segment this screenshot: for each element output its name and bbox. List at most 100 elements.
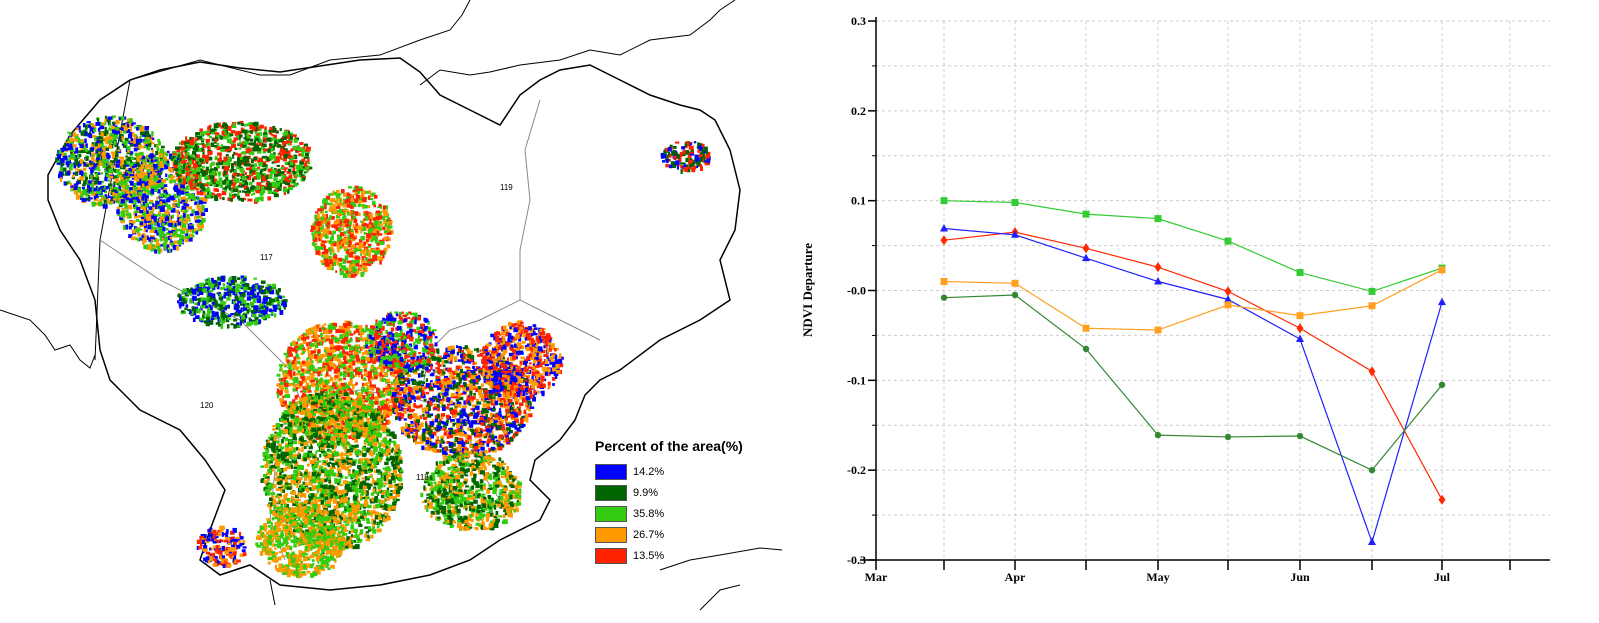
map-pixel — [173, 199, 178, 203]
map-pixel — [368, 229, 373, 234]
map-pixel — [320, 333, 323, 338]
map-pixel — [142, 172, 148, 176]
map-pixel — [195, 156, 200, 161]
map-pixel — [328, 239, 332, 244]
map-pixel — [113, 175, 119, 180]
map-pixel — [241, 319, 245, 323]
map-pixel — [402, 370, 405, 374]
map-pixel — [136, 140, 141, 146]
map-pixel — [343, 209, 348, 212]
map-pixel — [221, 180, 227, 185]
map-pixel — [365, 337, 370, 341]
map-pixel — [242, 151, 247, 154]
map-pixel — [265, 155, 268, 160]
map-pixel — [300, 373, 305, 377]
map-pixel — [296, 366, 299, 369]
map-pixel — [211, 317, 215, 321]
map-pixel — [369, 192, 373, 197]
map-pixel — [158, 227, 163, 232]
map-pixel — [220, 300, 224, 305]
map-pixel — [349, 262, 353, 265]
map-pixel — [254, 168, 259, 171]
map-pixel — [221, 145, 226, 150]
map-pixel — [73, 189, 78, 195]
map-pixel — [368, 376, 371, 382]
map-pixel — [184, 307, 188, 310]
map-pixel — [240, 301, 245, 306]
map-pixel — [229, 141, 234, 145]
map-pixel — [325, 202, 330, 206]
map-pixel — [332, 433, 335, 436]
map-pixel — [244, 123, 247, 127]
map-pixel — [246, 135, 251, 139]
map-pixel — [337, 371, 340, 375]
map-pixel — [207, 169, 210, 174]
map-pixel — [329, 355, 332, 359]
map-pixel — [115, 153, 119, 158]
map-pixel — [358, 225, 363, 231]
map-pixel — [116, 173, 120, 178]
map-pixel — [159, 236, 163, 242]
map-pixel — [266, 301, 270, 306]
map-pixel — [349, 345, 354, 351]
map-pixel — [189, 300, 194, 304]
map-pixel — [190, 287, 193, 291]
map-pixel — [248, 136, 251, 141]
map-pixel — [258, 157, 263, 162]
map-pixel — [107, 164, 112, 170]
map-pixel — [169, 207, 173, 210]
map-pixel — [175, 246, 179, 251]
map-pixel — [262, 297, 266, 301]
map-pixel — [198, 288, 203, 292]
map-pixel — [95, 150, 99, 153]
map-pixel — [311, 232, 315, 236]
map-pixel — [155, 144, 159, 148]
map-pixel — [368, 243, 372, 246]
map-pixel — [338, 416, 342, 419]
map-pixel — [339, 197, 342, 201]
map-pixel — [133, 206, 137, 210]
map-pixel — [350, 228, 354, 232]
map-pixel — [145, 185, 150, 189]
map-pixel — [323, 253, 329, 258]
map-pixel — [71, 176, 75, 180]
map-pixel — [377, 366, 381, 370]
map-pixel — [315, 324, 321, 329]
map-pixel — [237, 153, 242, 158]
map-pixel — [131, 166, 136, 171]
map-pixel — [389, 348, 393, 352]
map-pixel — [192, 157, 196, 160]
map-pixel — [178, 178, 182, 183]
map-pixel — [241, 315, 245, 320]
map-pixel — [282, 178, 287, 184]
map-pixel — [193, 172, 198, 176]
map-pixel — [186, 151, 190, 155]
map-pixel — [319, 373, 323, 376]
map-pixel — [216, 292, 219, 295]
map-pixel — [361, 223, 365, 227]
map-pixel — [276, 296, 280, 301]
map-pixel — [254, 126, 258, 132]
map-pixel — [154, 237, 157, 242]
map-pixel — [112, 123, 116, 128]
map-pixel — [181, 150, 184, 156]
map-pixel — [104, 130, 109, 135]
map-pixel — [223, 301, 227, 304]
map-pixel — [328, 202, 333, 205]
map-pixel — [368, 336, 371, 342]
map-pixel — [250, 189, 255, 192]
map-pixel — [296, 167, 300, 172]
map-pixel — [108, 127, 113, 131]
map-pixel — [231, 163, 235, 168]
map-pixel — [331, 204, 336, 207]
map-pixel — [147, 189, 151, 195]
map-pixel — [75, 168, 79, 171]
map-pixel — [332, 392, 336, 397]
map-pixel — [338, 338, 341, 343]
map-pixel — [259, 124, 264, 129]
map-pixel — [224, 291, 229, 296]
map-pixel — [205, 130, 209, 134]
map-pixel — [387, 244, 391, 249]
map-pixel — [206, 177, 211, 180]
map-pixel — [98, 201, 103, 206]
